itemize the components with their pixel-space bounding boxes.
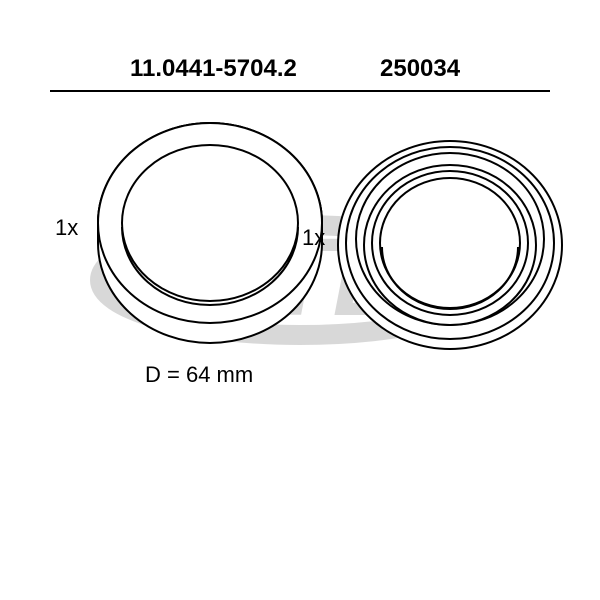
header-rule — [50, 90, 550, 92]
qty-right: 1x — [302, 225, 325, 251]
dimension-label: D = 64 mm — [145, 362, 253, 388]
qty-left: 1x — [55, 215, 78, 241]
part-number: 11.0441-5704.2 — [130, 55, 297, 83]
ring-left — [80, 105, 340, 365]
product-code: 250034 — [380, 55, 460, 83]
diagram-canvas: 11.0441-5704.2 250034 ATE — [0, 0, 600, 600]
ring-right — [320, 115, 580, 375]
